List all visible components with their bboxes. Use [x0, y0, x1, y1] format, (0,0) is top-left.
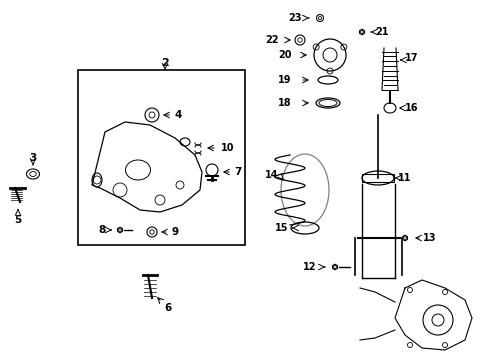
Text: 4: 4 — [174, 110, 182, 120]
Text: 19: 19 — [278, 75, 292, 85]
Text: 16: 16 — [405, 103, 419, 113]
Text: 8: 8 — [98, 225, 106, 235]
Text: 15: 15 — [275, 223, 289, 233]
Text: 3: 3 — [29, 153, 37, 163]
Text: 23: 23 — [288, 13, 302, 23]
Text: 5: 5 — [14, 215, 22, 225]
Text: 14: 14 — [265, 170, 279, 180]
Text: 6: 6 — [164, 303, 171, 313]
Text: 2: 2 — [161, 58, 169, 68]
Text: 21: 21 — [375, 27, 389, 37]
Text: 13: 13 — [423, 233, 437, 243]
Text: 20: 20 — [278, 50, 292, 60]
Text: 10: 10 — [221, 143, 235, 153]
Bar — [362, 174, 394, 182]
Text: 7: 7 — [234, 167, 242, 177]
Text: 11: 11 — [398, 173, 412, 183]
Text: 18: 18 — [278, 98, 292, 108]
Text: 17: 17 — [405, 53, 419, 63]
Text: 12: 12 — [303, 262, 317, 272]
Text: 9: 9 — [172, 227, 178, 237]
Text: 22: 22 — [265, 35, 279, 45]
Bar — [78, 70, 245, 245]
